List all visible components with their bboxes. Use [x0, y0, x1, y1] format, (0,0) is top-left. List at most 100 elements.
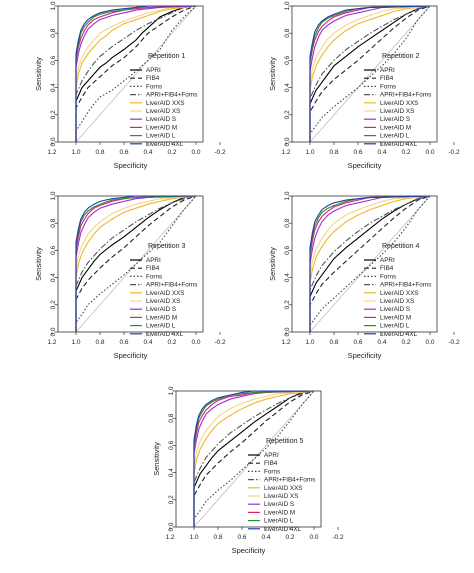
y-tick-label: 0.4 [284, 83, 291, 92]
x-axis-label: Specificity [348, 351, 382, 360]
legend-label: Forns [380, 83, 396, 90]
x-tick-label: 0.4 [261, 534, 270, 541]
y-tick-label: 1.0 [50, 191, 57, 200]
roc-line-apri-fib4-forns [309, 5, 431, 142]
y-tick-label: 0.4 [50, 273, 57, 282]
y-tick-label: 1.0 [50, 1, 57, 10]
roc-line-liveraid-xxs [193, 390, 315, 527]
legend-label: LiverAID S [146, 306, 176, 313]
legend-label: LiverAID XS [264, 493, 298, 500]
x-tick-label: 0.2 [285, 534, 294, 541]
legend-label: LiverAID XXS [380, 290, 419, 297]
x-tick-label: 0.8 [213, 534, 222, 541]
legend-label: LiverAID XXS [146, 100, 185, 107]
x-tick-label: -0.2 [214, 149, 226, 156]
roc-line-liveraid-s [309, 195, 431, 332]
panel-title: Repetition 2 [382, 53, 419, 60]
roc-panel-2: 1.2 1.0 0.8 0.6 0.4 0.2 0.0 -0.2 0.0 0.2 0.4 0.6 0.8… [268, 1, 460, 170]
roc-line-liveraid-s [193, 390, 315, 527]
y-tick-label: 0.4 [168, 468, 175, 477]
y-tick-label: 0.2 [50, 110, 57, 119]
plot-frame [57, 5, 204, 143]
x-tick-label: 1.0 [71, 339, 80, 346]
roc-line-liveraid-4xl [309, 195, 431, 332]
legend-label: APRI+FIB4+Forns [146, 282, 197, 289]
legend-label: LiverAID M [264, 509, 295, 516]
roc-line-liveraid-xs [75, 195, 197, 332]
legend-label: APRI+FIB4+Forns [380, 282, 431, 289]
legend-label: LiverAID XS [146, 108, 180, 115]
x-tick-label: -0.2 [448, 149, 460, 156]
roc-line-liveraid-s [75, 195, 197, 332]
y-tick-label: 0.0 [284, 137, 291, 146]
roc-line-forns [193, 390, 315, 527]
x-axis-label: Specificity [232, 546, 266, 555]
legend-label: LiverAID L [380, 323, 410, 330]
x-tick-label: 0.0 [191, 339, 200, 346]
roc-line-apri-fib4-forns [75, 5, 197, 142]
x-tick-label: 0.6 [353, 339, 362, 346]
roc-line-fib4 [309, 195, 431, 332]
y-tick-label: 1.0 [284, 191, 291, 200]
roc-line-liveraid-xxs [309, 195, 431, 332]
x-tick-label: 0.4 [377, 339, 386, 346]
legend-label: Forns [380, 273, 396, 280]
x-tick-label: 0.0 [425, 149, 434, 156]
y-tick-label: 0.0 [50, 327, 57, 336]
legend-label: APRI+FIB4+Forns [380, 92, 431, 99]
x-tick-label: 0.0 [309, 534, 318, 541]
legend-label: LiverAID L [264, 518, 294, 525]
roc-line-liveraid-l [75, 195, 197, 332]
roc-line-liveraid-xs [309, 5, 431, 142]
y-tick-label: 1.0 [284, 1, 291, 10]
y-axis-label: Sensitivity [268, 247, 277, 281]
y-tick-label: 0.8 [50, 28, 57, 37]
y-tick-label: 0.6 [284, 246, 291, 255]
panel-title: Repetition 1 [148, 53, 185, 60]
x-tick-label: 1.0 [71, 149, 80, 156]
plot-frame [57, 195, 204, 333]
x-axis-label: Specificity [114, 161, 148, 170]
legend-label: LiverAID S [264, 501, 294, 508]
y-tick-label: 0.0 [168, 522, 175, 531]
legend-label: LiverAID S [380, 306, 410, 313]
roc-line-liveraid-s [309, 5, 431, 142]
y-tick-label: 0.2 [284, 110, 291, 119]
legend-label: APRI+FIB4+Forns [264, 477, 315, 484]
legend-label: LiverAID M [380, 314, 411, 321]
legend-label: APRI [380, 67, 395, 74]
y-tick-label: 0.8 [50, 218, 57, 227]
legend-label: LiverAID S [380, 116, 410, 123]
x-tick-label: -0.2 [214, 339, 226, 346]
reference-diagonal [309, 195, 431, 333]
x-tick-label: 0.8 [95, 149, 104, 156]
legend-label: LiverAID XXS [264, 485, 303, 492]
roc-line-apri [75, 5, 197, 142]
legend-label: LiverAID XXS [380, 100, 419, 107]
plot-frame [291, 5, 438, 143]
panel-title: Repetition 3 [148, 243, 185, 250]
x-tick-label: 1.2 [281, 339, 290, 346]
x-tick-label: 0.6 [119, 339, 128, 346]
roc-line-liveraid-4xl [75, 195, 196, 332]
roc-line-liveraid-xs [75, 5, 197, 142]
reference-diagonal [193, 390, 315, 528]
roc-line-forns [75, 195, 197, 332]
roc-line-liveraid-xxs [75, 5, 197, 142]
legend-label: LiverAID L [146, 133, 176, 140]
panel-title: Repetition 4 [382, 243, 419, 250]
plot-frame [175, 390, 322, 528]
legend-label: LiverAID 4XL [380, 331, 418, 338]
x-tick-label: 1.2 [47, 339, 56, 346]
reference-diagonal [75, 195, 197, 333]
y-tick-label: 0.8 [284, 218, 291, 227]
roc-line-fib4 [193, 390, 315, 527]
x-tick-label: 0.6 [353, 149, 362, 156]
legend-label: APRI+FIB4+Forns [146, 92, 197, 99]
roc-panel-1: 1.2 1.0 0.8 0.6 0.4 0.2 0.0 -0.2 0.0 0.2 0.4 0.6 0.8… [34, 1, 226, 170]
x-tick-label: 0.4 [377, 149, 386, 156]
x-tick-label: 0.6 [237, 534, 246, 541]
roc-line-liveraid-l [193, 390, 315, 527]
roc-line-liveraid-xs [309, 195, 431, 332]
y-axis-label: Sensitivity [34, 57, 43, 91]
